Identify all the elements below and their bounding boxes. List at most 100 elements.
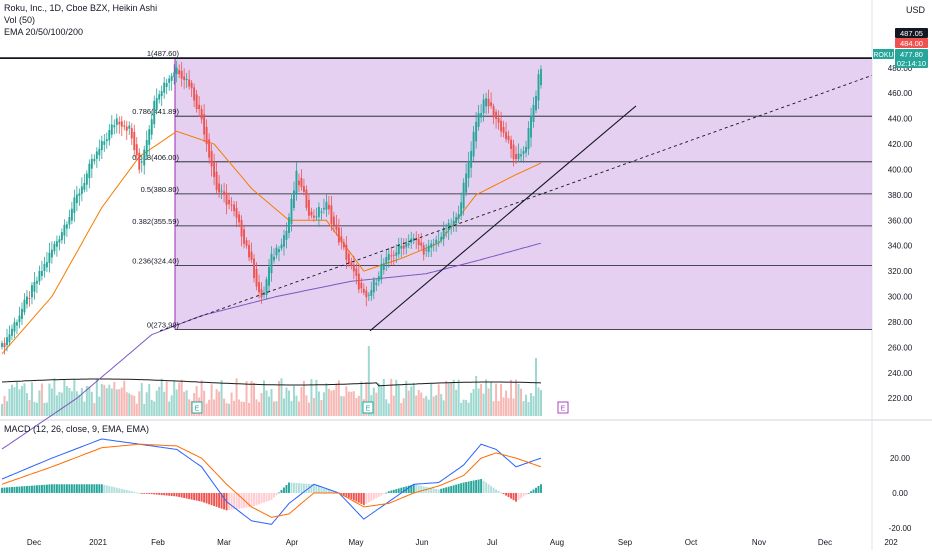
x-tick-dec: Dec <box>27 538 41 547</box>
macd-histogram-bar <box>392 489 395 493</box>
candle-body <box>148 129 151 145</box>
macd-histogram-bar <box>203 492 206 503</box>
candle-body <box>500 120 503 132</box>
volume-bar <box>90 391 93 416</box>
candle-body <box>188 79 191 87</box>
candle-body <box>100 140 103 151</box>
volume-bar <box>55 395 58 416</box>
candle-body <box>425 249 428 251</box>
macd-histogram-bar <box>350 492 353 500</box>
candle-body <box>73 197 76 213</box>
volume-bar <box>332 389 335 416</box>
macd-histogram-bar <box>163 492 166 496</box>
price-tick-260: 260.00 <box>888 343 913 352</box>
macd-histogram-bar <box>537 486 540 493</box>
volume-bar <box>43 402 46 416</box>
macd-legend[interactable]: MACD (12, 26, close, 9, EMA, EMA) <box>4 424 150 434</box>
volume-bar <box>83 401 86 416</box>
candle-body <box>150 119 153 135</box>
candle-body <box>170 75 173 81</box>
volume-ma-line <box>1 378 542 387</box>
macd-histogram-bar <box>165 492 168 496</box>
candle-body <box>422 245 425 255</box>
macd-histogram-bar <box>460 483 463 493</box>
ema-legend[interactable]: EMA 20/50/100/200 <box>4 27 84 37</box>
candle-body <box>140 161 143 163</box>
macd-histogram-bar <box>465 482 468 493</box>
candle-body <box>497 118 500 123</box>
macd-histogram-bar <box>195 492 198 501</box>
volume-bar <box>103 384 106 416</box>
volume-bar <box>355 398 358 416</box>
symbol-legend[interactable]: Roku, Inc., 1D, Cboe BZX, Heikin Ashi <box>4 3 158 13</box>
candle-body <box>450 225 453 228</box>
macd-histogram-bar <box>290 482 293 493</box>
candle-body <box>515 154 517 160</box>
macd-histogram-bar <box>40 484 43 493</box>
volume-bar <box>73 378 76 416</box>
macd-histogram-bar <box>375 492 378 499</box>
candle-body <box>6 337 8 346</box>
macd-histogram-bar <box>507 492 510 498</box>
volume-bar <box>335 383 338 416</box>
volume-bar <box>280 378 283 416</box>
macd-histogram-bar <box>218 492 221 508</box>
candle-body <box>370 289 373 296</box>
candle-body <box>11 328 13 336</box>
candle-body <box>405 242 408 248</box>
price-tick-340: 340.00 <box>888 242 913 251</box>
macd-histogram-bar <box>360 492 363 504</box>
macd-histogram-bar <box>90 484 93 493</box>
macd-histogram-bar <box>367 492 370 503</box>
macd-tick: -20.00 <box>889 524 912 533</box>
volume-bar <box>310 379 313 416</box>
candle-body <box>83 182 86 190</box>
macd-histogram-bar <box>265 492 268 502</box>
candle-body <box>70 208 73 221</box>
volume-bar <box>95 378 98 416</box>
volume-bar <box>143 403 146 416</box>
macd-histogram-bar <box>75 484 78 493</box>
candle-body <box>535 95 537 111</box>
candle-body <box>155 98 158 111</box>
macd-histogram-bar <box>240 492 243 509</box>
macd-histogram-bar <box>400 487 403 493</box>
candle-body <box>475 121 478 142</box>
candle-body <box>158 94 161 100</box>
macd-histogram-bar <box>280 489 283 493</box>
candle-body <box>517 153 520 160</box>
candle-body <box>1 343 3 347</box>
volume-bar <box>402 398 405 416</box>
volume-bar <box>108 384 111 416</box>
candle-body <box>340 236 343 242</box>
fib-label-5: 0.236(324.40) <box>132 257 179 266</box>
macd-histogram-bar <box>365 492 368 504</box>
volume-bar <box>372 387 375 416</box>
macd-histogram-bar <box>115 487 118 493</box>
volume-legend[interactable]: Vol (50) <box>4 15 36 25</box>
price-tick-300: 300.00 <box>888 293 913 302</box>
price-tick-460: 460.00 <box>888 89 913 98</box>
fib-label-6: 0(273.99) <box>147 321 180 330</box>
macd-histogram-bar <box>223 492 226 510</box>
candle-body <box>445 232 448 234</box>
volume-bar <box>317 391 320 416</box>
volume-bar <box>340 396 343 416</box>
volume-bar <box>325 383 328 416</box>
volume-bar <box>482 393 485 416</box>
macd-histogram-bar <box>26 486 28 493</box>
volume-bar <box>490 381 493 416</box>
volume-bar <box>352 391 355 416</box>
volume-bar <box>3 395 6 416</box>
candle-body <box>243 229 245 244</box>
candle-body <box>248 244 250 258</box>
candle-body <box>305 189 308 208</box>
macd-histogram-bar <box>190 492 193 500</box>
macd-histogram-bar <box>270 492 273 500</box>
macd-histogram-bar <box>475 480 478 493</box>
x-tick-may: May <box>348 538 363 547</box>
macd-histogram-bar <box>160 492 163 496</box>
macd-tick: 0.00 <box>892 489 908 498</box>
